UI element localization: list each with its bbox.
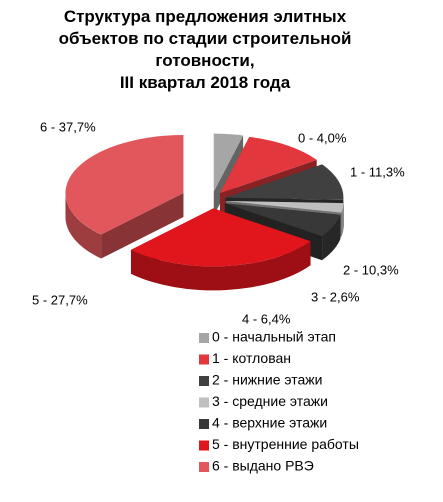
slice-wall (101, 193, 184, 259)
slice-side (130, 241, 311, 291)
slice-side (65, 193, 102, 259)
legend-label: 0 - начальный этап (212, 329, 336, 345)
legend-label: 4 - верхние этажи (212, 415, 327, 431)
slice-side (341, 203, 344, 237)
legend-label: 1 - котлован (212, 350, 291, 366)
chart-title: Структура предложения элитных объектов по… (59, 7, 352, 92)
slice (130, 208, 311, 267)
data-label: 6 - 37,7% (40, 119, 96, 134)
legend-label: 3 - средние этажи (212, 393, 328, 409)
slice-side (322, 214, 341, 261)
legend-label: 6 - выдано РВЭ (212, 458, 314, 474)
legend-swatch (199, 333, 209, 343)
slice (225, 164, 344, 200)
legend-label: 5 - внутренние работы (212, 436, 359, 452)
data-label: 2 - 10,3% (343, 262, 399, 277)
legend-label: 2 - нижние этажи (212, 372, 322, 388)
data-label: 1 - 11,3% (350, 164, 405, 179)
data-label: 5 - 27,7% (32, 292, 88, 307)
slice (213, 133, 244, 192)
legend-swatch (199, 419, 209, 429)
legend-swatch (199, 462, 209, 472)
data-label: 0 - 4,0% (298, 130, 347, 145)
slice (219, 136, 317, 194)
legend-swatch (199, 440, 209, 451)
legend-swatch (199, 376, 209, 386)
data-label: 4 - 6,4% (242, 311, 291, 326)
slice (225, 201, 344, 213)
legend-swatch (199, 354, 209, 365)
data-label: 3 - 2,6% (311, 289, 360, 304)
legend-swatch (199, 397, 209, 408)
slice (65, 135, 184, 235)
slice (224, 203, 341, 237)
